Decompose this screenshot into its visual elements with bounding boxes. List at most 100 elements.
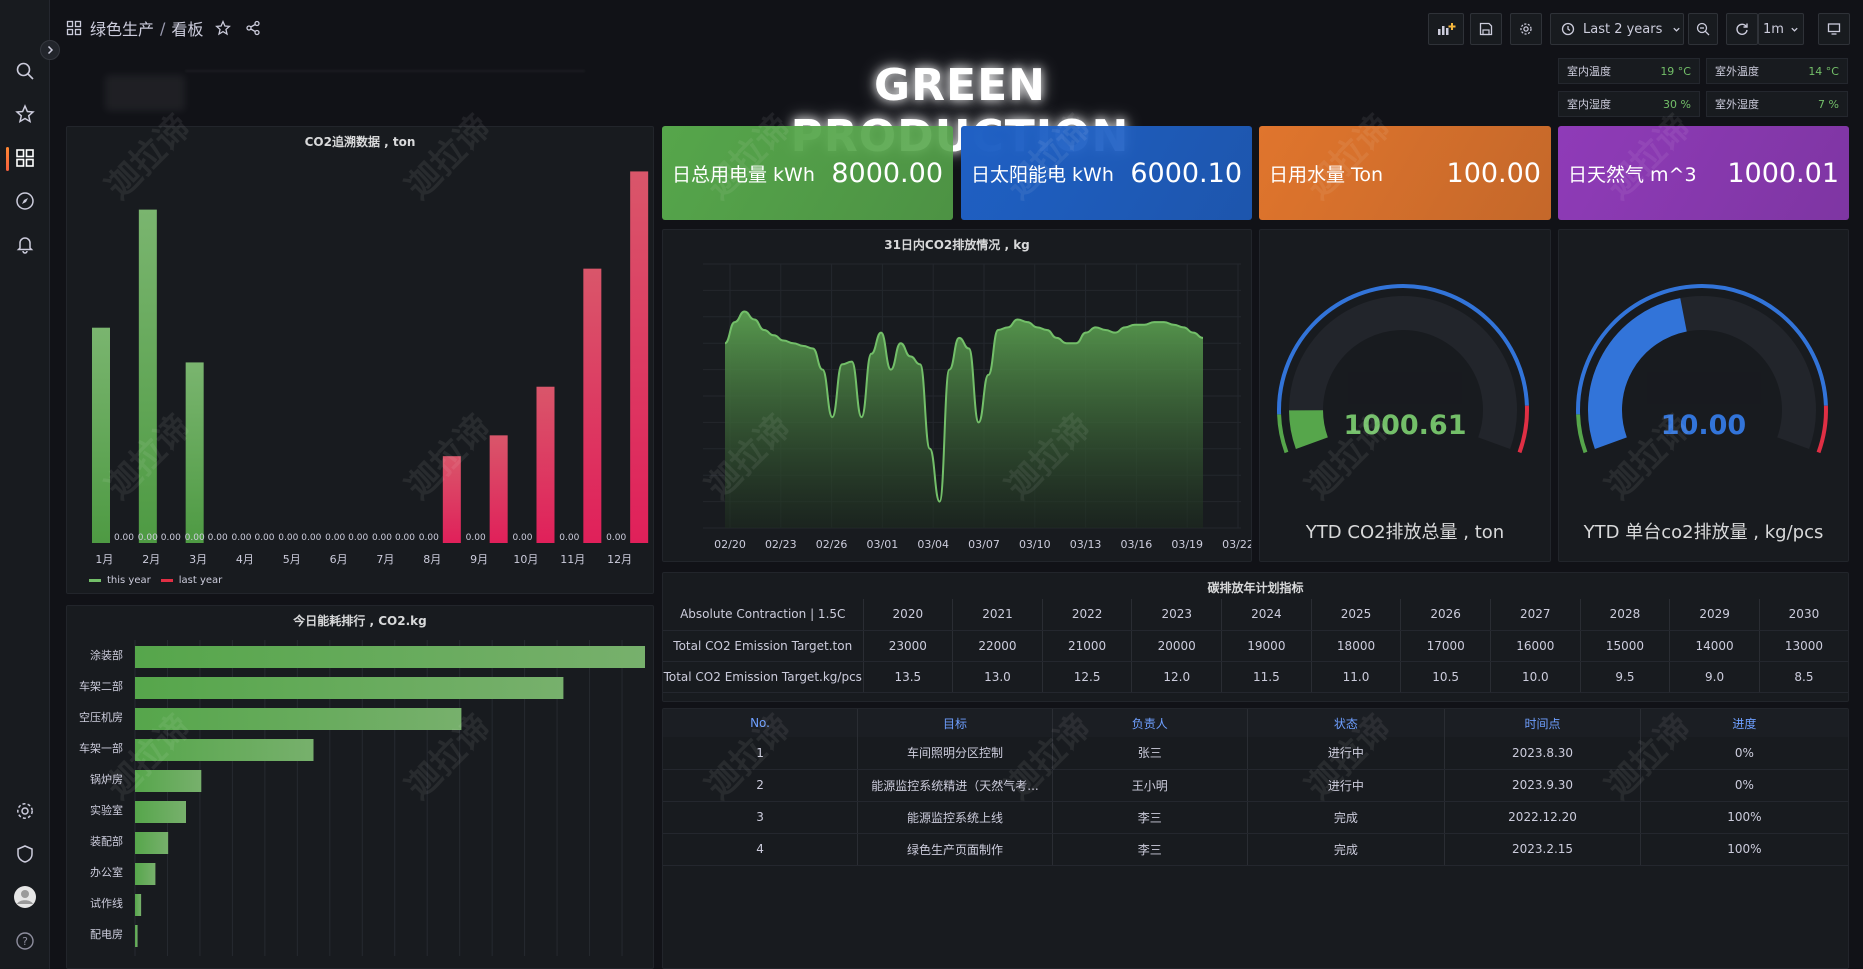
threshold-green	[1576, 414, 1588, 454]
table-cell: 11.5	[1221, 661, 1312, 693]
add-panel-button[interactable]	[1428, 13, 1464, 45]
table-cell: 9.5	[1580, 661, 1671, 693]
table-cell: 进行中	[1247, 769, 1446, 802]
x-tick-label: 8月	[423, 553, 441, 566]
star-icon[interactable]	[215, 20, 232, 36]
table-cell: 车间照明分区控制	[857, 737, 1053, 770]
bar-value-label: 0.00	[512, 533, 532, 543]
y-tick-label: 空压机房	[79, 710, 123, 724]
plan-panel: No. 目标 负责人 状态 时间点 进度 1 车间照明分区控制 张三 进行中 2023.8.30 0…	[662, 708, 1849, 969]
breadcrumb-dashboard[interactable]: 看板	[171, 20, 204, 39]
refresh-interval-picker[interactable]: 1m	[1758, 13, 1804, 45]
y-tick-label: 车架二部	[79, 679, 123, 693]
shield-icon[interactable]	[12, 841, 38, 867]
rank-bar	[135, 739, 314, 761]
dashboards-icon[interactable]	[12, 145, 38, 171]
table-cell: 绿色生产页面制作	[857, 833, 1053, 866]
y-tick-label: 配电房	[90, 928, 123, 941]
star-icon[interactable]	[12, 101, 38, 127]
table-cell: 13.5	[863, 661, 954, 693]
threshold-blue	[1277, 284, 1529, 415]
bar-this-year	[138, 209, 157, 544]
panel-title: 碳排放年计划指标	[1207, 581, 1304, 595]
weather-outdoor-temp: 室外温度 14 °C	[1706, 58, 1848, 84]
x-tick-label: 03/16	[1121, 538, 1153, 551]
table-cell: 12.0	[1131, 661, 1223, 693]
search-icon[interactable]	[12, 58, 38, 84]
column-header[interactable]: 负责人	[1052, 709, 1248, 737]
time-range-picker[interactable]: Last 2 years	[1550, 13, 1684, 45]
table-cell: 9.0	[1669, 661, 1760, 693]
x-tick-label: 03/13	[1070, 538, 1102, 551]
x-tick-label: 2月	[142, 553, 160, 566]
explore-icon[interactable]	[12, 188, 38, 214]
targets-table: Absolute Contraction | 1.5C 2020 2021 2022 2…	[663, 599, 1848, 693]
breadcrumb: 绿色生产 / 看板	[66, 16, 261, 40]
table-cell: 13000	[1759, 630, 1848, 662]
avatar[interactable]	[12, 884, 38, 910]
column-header[interactable]: 状态	[1247, 709, 1446, 737]
table-cell: 2	[663, 769, 859, 802]
gauge-per-unit-value: 10.00	[1660, 410, 1747, 441]
bar-last-year	[630, 171, 649, 543]
bar-this-year	[185, 362, 204, 543]
tv-mode-button[interactable]	[1818, 13, 1850, 45]
table-row: 3 能源监控系统上线 李三 完成 2022.12.20 100%	[663, 801, 1848, 834]
x-tick-label: 03/22	[1222, 538, 1251, 551]
column-header[interactable]: 目标	[857, 709, 1053, 737]
settings-button[interactable]	[1510, 13, 1542, 45]
grid-icon	[66, 20, 82, 36]
breadcrumb-separator: /	[160, 18, 166, 38]
table-cell: 2021	[952, 599, 1043, 631]
table-row: 2 能源监控系统精进（天然气考... 王小明 进行中 2023.9.30 0%	[663, 769, 1848, 802]
table-row: 4 绿色生产页面制作 李三 完成 2023.2.15 100%	[663, 833, 1848, 866]
clock-icon	[1561, 22, 1575, 36]
column-header[interactable]: 时间点	[1444, 709, 1641, 737]
bar-value-label: 0.00	[231, 533, 251, 543]
table-cell: 能源监控系统上线	[857, 801, 1053, 834]
rank-bar	[135, 677, 564, 699]
column-header[interactable]: No.	[663, 709, 859, 737]
sidebar-expand-button[interactable]	[40, 40, 60, 60]
zoom-out-button[interactable]	[1688, 13, 1718, 45]
sidebar: ?	[0, 0, 50, 969]
bar-last-year	[489, 435, 508, 543]
rank-bar	[135, 894, 142, 916]
x-tick-label: 10月	[513, 553, 538, 566]
panel-title: 今日能耗排行 , CO2.kg	[293, 614, 427, 628]
bar-value-label: 0.00	[185, 533, 205, 543]
svg-text:?: ?	[22, 935, 28, 948]
x-tick-label: 03/04	[917, 538, 949, 551]
table-cell: 2030	[1759, 599, 1848, 631]
table-row: Absolute Contraction | 1.5C 2020 2021 2022 2…	[663, 599, 1848, 631]
save-button[interactable]	[1470, 13, 1502, 45]
legend-swatch	[89, 579, 101, 582]
help-icon[interactable]: ?	[12, 928, 38, 954]
column-header[interactable]: 进度	[1640, 709, 1848, 737]
gauge-total	[1277, 284, 1529, 454]
bar-last-year	[442, 456, 461, 543]
bell-icon[interactable]	[12, 231, 38, 257]
table-cell: 15000	[1580, 630, 1671, 662]
gear-icon[interactable]	[12, 798, 38, 824]
table-row: Total CO2 Emission Target.ton 23000 22000 2…	[663, 630, 1848, 662]
breadcrumb-folder[interactable]: 绿色生产	[90, 20, 155, 39]
legend-last-year[interactable]: last year	[178, 575, 223, 586]
refresh-button[interactable]	[1726, 13, 1758, 45]
rank-bar	[135, 646, 645, 668]
x-tick-label: 02/23	[765, 538, 797, 551]
legend-this-year[interactable]: this year	[107, 575, 151, 586]
co2-31days-chart: 02/20 02/23 02/26 03/01 03/04 03/07 03/10 03/13…	[703, 263, 1251, 551]
bar-value-label: 0.00	[395, 533, 415, 543]
bar-value-label: 0.00	[559, 533, 579, 543]
table-cell: 2028	[1580, 599, 1671, 631]
x-tick-label: 6月	[330, 553, 348, 566]
rank-bar	[135, 770, 202, 792]
share-icon[interactable]	[245, 20, 261, 36]
table-row: 1 车间照明分区控制 张三 进行中 2023.8.30 0%	[663, 737, 1848, 770]
stat-electricity: 日总用电量 kWh 8000.00	[662, 126, 953, 220]
bar-value-label: 0.00	[138, 533, 158, 543]
table-cell: 2023.2.15	[1444, 833, 1641, 866]
bar-value-label: 0.00	[301, 533, 321, 543]
